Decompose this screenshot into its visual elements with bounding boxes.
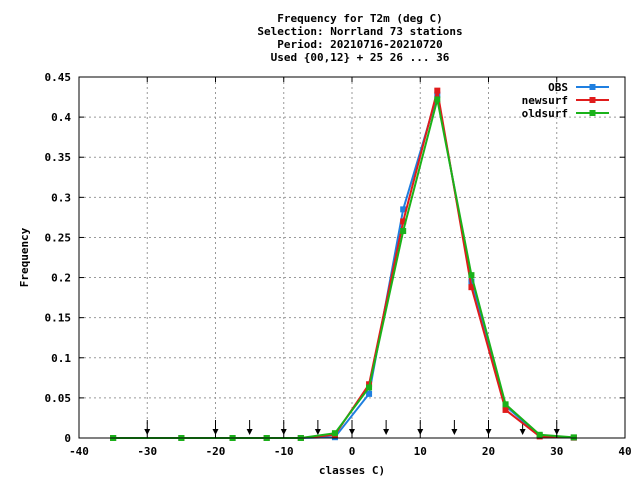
title-line-2: Selection: Norrland 73 stations (257, 25, 462, 38)
x-axis-label: classes C) (319, 464, 385, 477)
arrow-marker-head (280, 429, 287, 435)
point-OBS (366, 390, 373, 397)
arrow-marker-head (349, 429, 355, 435)
y-tick-label: 0.35 (45, 151, 72, 164)
arrow-marker-head (485, 429, 492, 435)
point-newsurf (502, 406, 509, 413)
point-oldsurf (366, 384, 373, 391)
y-tick-label: 0.45 (45, 71, 72, 84)
arrow-markers (144, 420, 560, 435)
grid (79, 77, 625, 438)
x-tick-label: 30 (550, 445, 563, 458)
point-oldsurf (570, 434, 577, 441)
y-tick-label: 0.15 (45, 312, 72, 325)
title-line-1: Frequency for T2m (deg C) (277, 12, 443, 25)
point-newsurf (400, 218, 407, 225)
legend-marker-newsurf (589, 97, 596, 103)
title-line-3: Period: 20210716-20210720 (277, 38, 443, 51)
arrow-marker-head (519, 429, 526, 435)
y-tick-label: 0.05 (45, 392, 72, 405)
legend-label-newsurf: newsurf (522, 94, 568, 107)
x-tick-label: 0 (349, 445, 356, 458)
x-tick-label: -10 (274, 445, 294, 458)
y-tick-label: 0.2 (51, 272, 71, 285)
title-line-4: Used {00,12} + 25 26 ... 36 (271, 51, 450, 64)
legend-marker-oldsurf (589, 110, 596, 116)
arrow-marker-head (246, 429, 253, 435)
legend-label-OBS: OBS (548, 81, 568, 94)
series-line-oldsurf (113, 99, 574, 439)
point-OBS (400, 206, 407, 213)
y-tick-label: 0.1 (51, 352, 71, 365)
x-tick-label: -20 (206, 445, 226, 458)
series-line-OBS (113, 94, 574, 439)
arrow-marker-head (314, 429, 321, 435)
point-oldsurf (434, 96, 441, 103)
point-oldsurf (400, 228, 407, 235)
legend-marker-OBS (589, 84, 596, 90)
arrow-marker-head (383, 429, 390, 435)
series-line-newsurf (113, 90, 574, 439)
point-oldsurf (331, 430, 338, 437)
arrow-marker-head (144, 429, 151, 435)
x-tick-label: 10 (414, 445, 427, 458)
chart-title: Frequency for T2m (deg C) Selection: Nor… (257, 12, 462, 64)
point-oldsurf (502, 401, 509, 408)
axis-ticks: -40 -30 -20 -10 0 10 20 30 40 0 0.05 0.1 0.15 0.2 0.25… (45, 71, 632, 458)
legend-label-oldsurf: oldsurf (522, 107, 568, 120)
point-newsurf (434, 87, 441, 94)
y-axis-label: Frequency (18, 227, 31, 287)
arrow-marker-head (212, 429, 219, 435)
x-tick-label: -40 (69, 445, 89, 458)
y-tick-label: 0.25 (45, 231, 72, 244)
point-oldsurf (536, 431, 543, 438)
point-oldsurf (468, 272, 475, 279)
y-tick-label: 0.3 (51, 191, 71, 204)
point-newsurf (468, 284, 475, 291)
arrow-marker-head (417, 429, 424, 435)
x-tick-label: 40 (618, 445, 631, 458)
x-tick-label: -30 (137, 445, 157, 458)
y-tick-label: 0 (64, 432, 71, 445)
x-tick-label: 20 (482, 445, 495, 458)
arrow-marker-head (451, 429, 458, 435)
y-tick-label: 0.4 (51, 111, 71, 124)
series-layer (110, 87, 577, 441)
arrow-marker-head (553, 429, 560, 435)
